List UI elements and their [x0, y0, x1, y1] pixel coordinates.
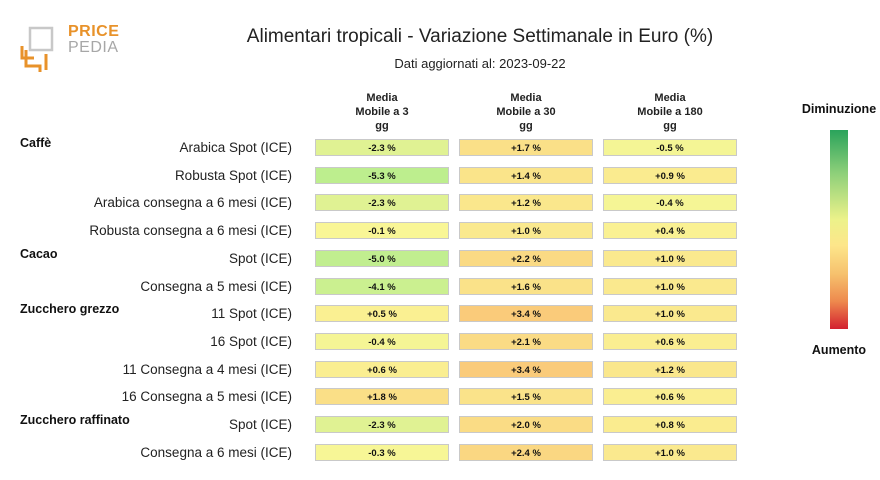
heatmap-cell: +1.0 % [603, 249, 737, 267]
row-label: Robusta Spot (ICE) [174, 167, 292, 183]
heatmap-cell: +1.2 % [459, 194, 593, 212]
heatmap-cell: +2.0 % [459, 416, 593, 433]
heatmap-cell: +0.6 % [315, 360, 449, 378]
heatmap-cell: +0.6 % [603, 388, 737, 406]
heatmap-cell: -4.1 % [315, 277, 449, 295]
heatmap-cell: +0.8 % [603, 416, 737, 433]
row-label: Consegna a 5 mesi (ICE) [140, 278, 292, 294]
row-label: Arabica Spot (ICE) [179, 140, 292, 155]
color-scale-bar [830, 130, 848, 329]
logo-line2: PEDIA [68, 39, 119, 56]
row-label: 16 Consegna a 5 mesi (ICE) [121, 389, 292, 405]
group-label: Zucchero grezzo [20, 302, 120, 317]
logo-line1: PRICE [68, 23, 120, 40]
heatmap-cell: +0.5 % [315, 305, 449, 323]
row-label: Robusta consegna a 6 mesi (ICE) [89, 223, 292, 239]
group-label: Cacao [20, 246, 58, 261]
heatmap-cell: +1.0 % [603, 277, 737, 295]
heatmap-cell: +1.0 % [459, 222, 593, 240]
heatmap-cell: +1.8 % [315, 388, 449, 406]
heatmap-cell: -2.3 % [315, 416, 449, 433]
legend-bottom-label: Aumento [811, 343, 867, 357]
column-header: Media Mobile a 30 gg [496, 92, 556, 132]
chart-subtitle: Dati aggiornati al: 2023-09-22 [394, 56, 566, 71]
row-label: 16 Spot (ICE) [210, 333, 292, 349]
heatmap-cell: +1.5 % [459, 388, 593, 406]
heatmap-cell: -0.1 % [315, 222, 449, 240]
group-label: Caffè [20, 136, 52, 150]
row-label: 11 Spot (ICE) [211, 306, 292, 322]
logo-text: PRICE PEDIA [68, 24, 119, 56]
heatmap-cell: +2.2 % [459, 249, 593, 267]
column-header: Media Mobile a 3 gg [355, 92, 409, 132]
heatmap-cell: +3.4 % [459, 360, 593, 378]
heatmap-cell: +2.1 % [459, 332, 593, 350]
heatmap-cell: +1.7 % [459, 139, 593, 156]
heatmap-cell: +1.4 % [459, 166, 593, 184]
row-label: Spot (ICE) [228, 417, 292, 432]
row-label: Consegna a 6 mesi (ICE) [140, 444, 292, 460]
chart-title: Alimentari tropicali - Variazione Settim… [246, 26, 714, 47]
heatmap-cell: +1.0 % [603, 305, 737, 323]
row-label: Arabica consegna a 6 mesi (ICE) [93, 195, 292, 211]
heatmap-cell: +0.4 % [603, 222, 737, 240]
group-label: Zucchero raffinato [20, 413, 130, 427]
heatmap-cell: +1.2 % [603, 360, 737, 378]
pricepedia-logo [20, 26, 54, 72]
heatmap-cell: +0.9 % [603, 166, 737, 184]
heatmap-cell: -5.0 % [315, 249, 449, 267]
heatmap-cell: +0.6 % [603, 332, 737, 350]
heatmap-cell: +3.4 % [459, 305, 593, 323]
legend-top-label: Diminuzione [801, 102, 877, 116]
heatmap-cell: +1.6 % [459, 277, 593, 295]
heatmap-cell: +2.4 % [459, 443, 593, 461]
heatmap-cell: -2.3 % [315, 139, 449, 156]
row-label: Spot (ICE) [228, 250, 292, 266]
heatmap-cell: +1.0 % [603, 443, 737, 461]
heatmap-cell: -0.5 % [603, 139, 737, 156]
heatmap-cell: -5.3 % [315, 166, 449, 184]
heatmap-cell: -2.3 % [315, 194, 449, 212]
heatmap-cell: -0.4 % [315, 332, 449, 350]
heatmap-cell: -0.4 % [603, 194, 737, 212]
heatmap-cell: -0.3 % [315, 443, 449, 461]
row-label: 11 Consegna a 4 mesi (ICE) [122, 361, 292, 377]
column-header: Media Mobile a 180 gg [637, 92, 703, 132]
